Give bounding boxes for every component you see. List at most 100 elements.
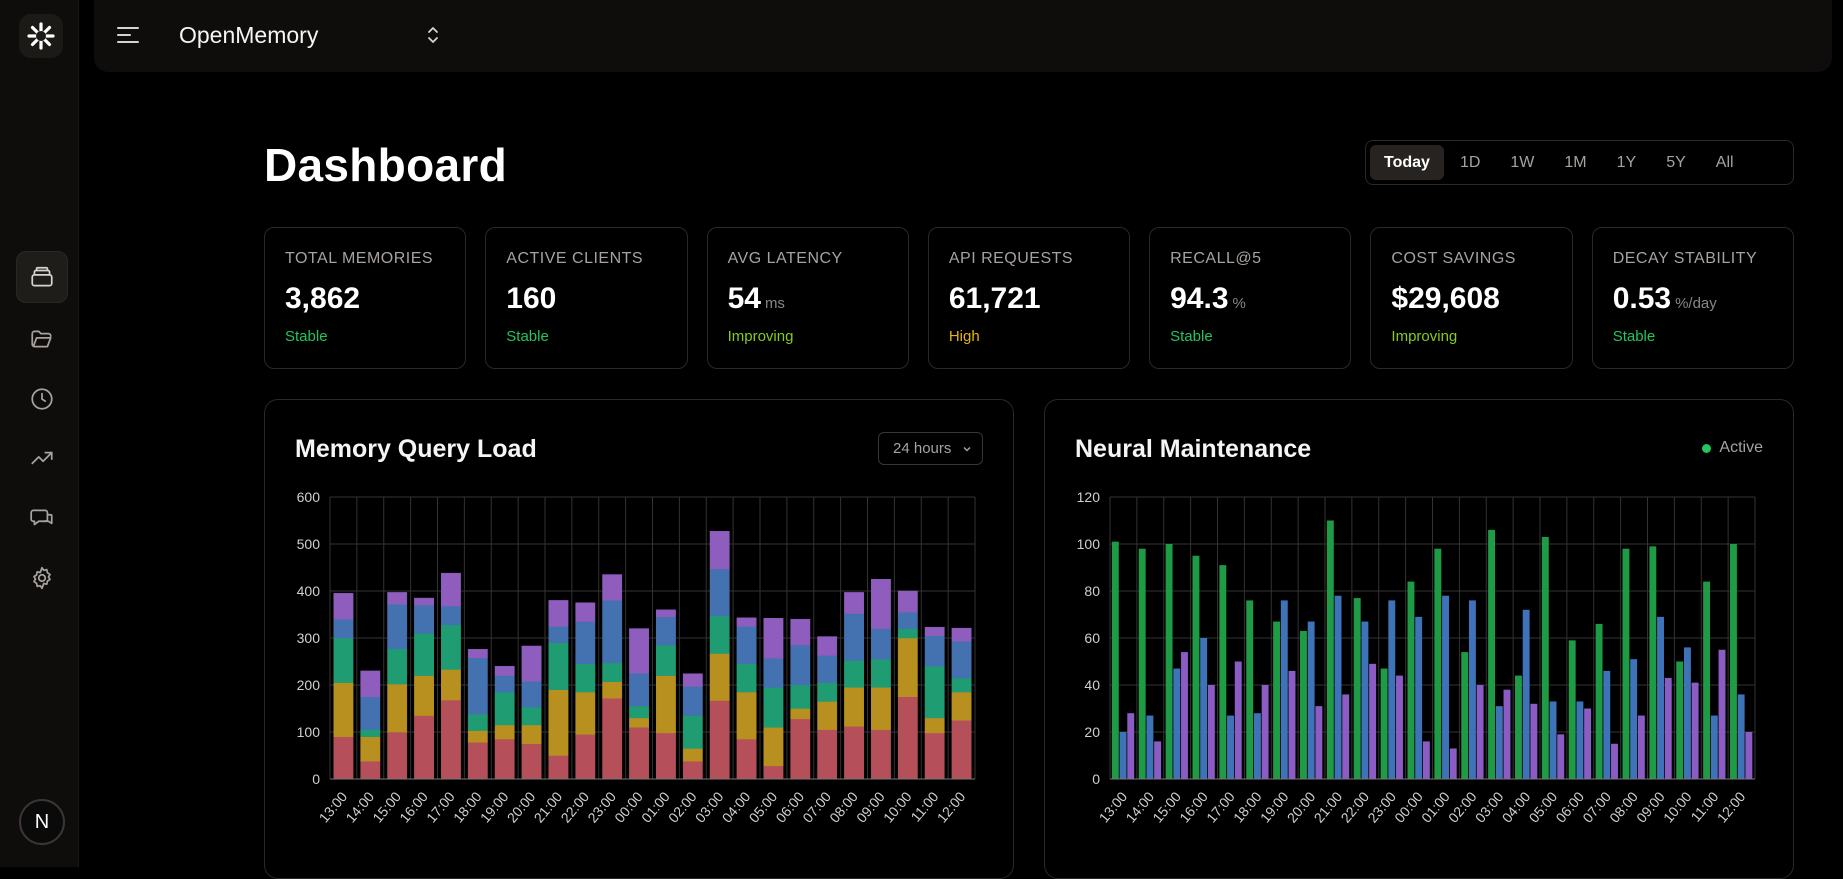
bar-segment: [736, 738, 757, 780]
bar-segment: [494, 691, 515, 726]
bar-segment: [387, 731, 408, 780]
stat-value: 54 ms: [728, 282, 888, 316]
bar: [1300, 630, 1307, 779]
stat-number: 160: [506, 282, 557, 315]
sidebar-item-chat[interactable]: [16, 492, 68, 544]
stat-label: RECALL@5: [1170, 250, 1262, 267]
bar: [1246, 600, 1254, 779]
bar-segment: [360, 729, 381, 737]
sidebar-item-settings[interactable]: [16, 552, 68, 604]
bar: [1334, 595, 1342, 779]
x-tick-label: 19:00: [477, 788, 512, 825]
bar-segment: [817, 636, 838, 656]
bar: [1718, 649, 1726, 779]
x-tick-label: 22:00: [557, 788, 592, 825]
app-title[interactable]: OpenMemory: [179, 22, 319, 48]
bar-segment: [414, 675, 434, 716]
bar: [1407, 581, 1415, 779]
time-range-all[interactable]: All: [1715, 153, 1734, 171]
bar-segment: [897, 590, 918, 613]
time-range-1w[interactable]: 1W: [1510, 153, 1535, 171]
sidebar-item-memories[interactable]: [16, 251, 68, 303]
bar-segment: [682, 748, 703, 762]
stat-number: 54: [727, 282, 761, 315]
time-range-1d[interactable]: 1D: [1459, 153, 1481, 171]
bar-segment: [548, 689, 569, 756]
stat-label: ACTIVE CLIENTS: [506, 250, 644, 267]
bar: [1361, 621, 1369, 779]
stat-value: $29,608: [1391, 282, 1551, 316]
time-window-select[interactable]: 24 hours: [878, 432, 983, 465]
stat-number: $29,608: [1391, 282, 1500, 315]
bar-segment: [951, 627, 972, 642]
bar: [1396, 675, 1403, 779]
bar: [1530, 703, 1538, 779]
bar: [1568, 640, 1576, 779]
y-tick-label: 300: [297, 630, 321, 646]
time-range-1y[interactable]: 1Y: [1616, 153, 1637, 171]
bar-segment: [441, 669, 461, 701]
bar-segment: [629, 628, 649, 674]
panel-title: Neural Maintenance: [1075, 435, 1312, 463]
bar: [1434, 548, 1442, 779]
x-tick-label: 20:00: [1284, 788, 1319, 825]
bar-segment: [467, 742, 488, 780]
user-avatar[interactable]: N: [19, 799, 65, 845]
bar-segment: [736, 626, 757, 665]
app-logo[interactable]: [19, 14, 63, 58]
bar-segment: [709, 653, 730, 701]
bar-segment: [924, 732, 945, 780]
bar-segment: [871, 687, 891, 730]
trending-up-icon: [31, 451, 53, 465]
bar-segment: [951, 677, 972, 693]
bar-segment: [736, 691, 757, 740]
y-tick-label: 600: [297, 489, 321, 505]
logo-icon: [27, 22, 55, 50]
bar: [1200, 638, 1208, 779]
chevron-down-icon: [963, 446, 971, 452]
bar: [1549, 701, 1557, 779]
bar: [1326, 520, 1334, 779]
bar: [1353, 598, 1361, 779]
time-range-1m[interactable]: 1M: [1564, 153, 1587, 171]
x-tick-label: 01:00: [1418, 788, 1453, 825]
bar: [1522, 609, 1530, 779]
x-tick-label: 07:00: [799, 788, 834, 825]
sidebar-item-history[interactable]: [16, 373, 68, 425]
bar-segment: [333, 682, 354, 737]
bar: [1138, 548, 1146, 779]
sidebar-item-analytics[interactable]: [16, 432, 68, 484]
stat-label: COST SAVINGS: [1391, 250, 1516, 267]
bar-segment: [575, 734, 596, 780]
menu-toggle-button[interactable]: [114, 22, 144, 48]
y-tick-label: 100: [1077, 536, 1101, 552]
x-tick-label: 21:00: [1311, 788, 1346, 825]
menu-icon: [117, 27, 139, 43]
folder-icon: [31, 330, 52, 348]
stat-number: 94.3: [1170, 282, 1229, 315]
bar-segment: [763, 657, 784, 688]
y-tick-label: 100: [297, 724, 321, 740]
memory-query-load-panel: Memory Query Load 24 hours 0 100 200 300 400…: [264, 399, 1014, 879]
bar-segment: [763, 687, 784, 728]
bar-segment: [682, 715, 703, 749]
bar: [1488, 529, 1496, 779]
stat-label: AVG LATENCY: [727, 250, 843, 267]
time-range-today[interactable]: Today: [1370, 145, 1444, 180]
stat-number: 61,721: [948, 282, 1041, 315]
bar-segment: [441, 572, 461, 607]
bar: [1649, 546, 1657, 779]
time-range-5y[interactable]: 5Y: [1666, 153, 1686, 171]
bar-segment: [844, 660, 864, 688]
bar-segment: [924, 635, 945, 667]
bar-segment: [817, 682, 838, 702]
app-switcher-button[interactable]: [426, 24, 440, 51]
sidebar-item-folders[interactable]: [16, 313, 68, 365]
bar: [1576, 701, 1584, 779]
stat-value: 61,721: [949, 282, 1109, 316]
bar: [1657, 616, 1664, 779]
bar-segment: [548, 755, 569, 780]
stat-card-active-clients: ACTIVE CLIENTS 160 Stable: [485, 227, 688, 369]
bar-segment: [951, 691, 972, 721]
bar-segment: [387, 648, 408, 685]
